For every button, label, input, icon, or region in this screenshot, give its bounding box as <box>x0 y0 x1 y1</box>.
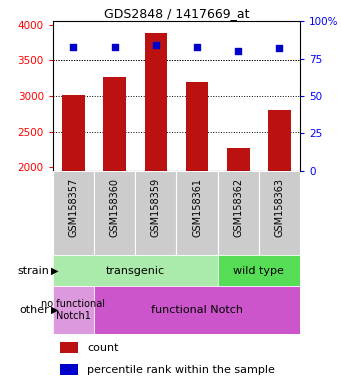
Bar <box>135 171 177 255</box>
Bar <box>145 33 167 171</box>
Bar <box>60 342 78 353</box>
Title: GDS2848 / 1417669_at: GDS2848 / 1417669_at <box>104 7 249 20</box>
Bar <box>218 171 259 255</box>
Text: GSM158359: GSM158359 <box>151 178 161 237</box>
Bar <box>259 171 300 255</box>
Bar <box>94 286 300 334</box>
Bar <box>218 255 300 286</box>
Bar <box>268 109 291 171</box>
Bar <box>103 78 126 171</box>
Text: wild type: wild type <box>234 266 284 276</box>
Text: ▶: ▶ <box>51 266 59 276</box>
Text: percentile rank within the sample: percentile rank within the sample <box>87 364 275 374</box>
Point <box>112 43 117 50</box>
Text: functional Notch: functional Notch <box>151 305 243 315</box>
Bar <box>60 364 78 375</box>
Bar <box>177 171 218 255</box>
Bar <box>53 171 94 255</box>
Text: GSM158361: GSM158361 <box>192 178 202 237</box>
Bar <box>227 148 250 171</box>
Bar <box>94 171 135 255</box>
Text: GSM158362: GSM158362 <box>233 178 243 237</box>
Text: GSM158360: GSM158360 <box>110 178 120 237</box>
Text: GSM158357: GSM158357 <box>69 178 78 237</box>
Text: no functional
Notch1: no functional Notch1 <box>42 299 105 321</box>
Bar <box>62 94 85 171</box>
Bar <box>53 255 218 286</box>
Bar <box>53 286 94 334</box>
Point <box>194 43 200 50</box>
Point <box>71 43 76 50</box>
Text: transgenic: transgenic <box>106 266 165 276</box>
Bar <box>186 83 208 171</box>
Text: ▶: ▶ <box>51 305 59 315</box>
Text: count: count <box>87 343 119 353</box>
Text: strain: strain <box>18 266 49 276</box>
Text: GSM158363: GSM158363 <box>275 178 284 237</box>
Text: other: other <box>20 305 49 315</box>
Point <box>236 48 241 54</box>
Point <box>277 45 282 51</box>
Point <box>153 42 159 48</box>
